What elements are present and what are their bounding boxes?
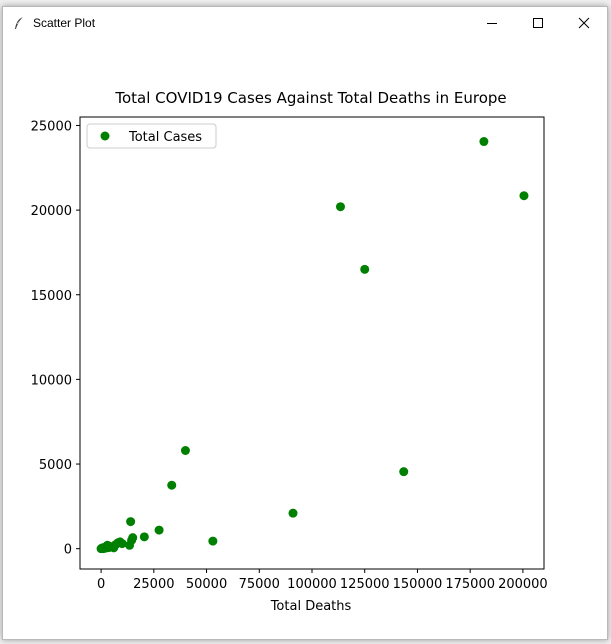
x-tick-label: 175000 [445,577,495,592]
chart-title: Total COVID19 Cases Against Total Deaths… [114,89,506,107]
close-button[interactable] [561,7,607,38]
data-point [360,264,370,274]
scatter-chart: Total COVID19 Cases Against Total Deaths… [31,89,548,614]
x-tick-label: 100000 [287,577,337,592]
y-tick-label: 25000 [31,119,72,134]
y-tick-label: 20000 [31,204,72,219]
x-tick-label: 0 [97,577,105,592]
data-point [139,532,149,542]
legend: Total Cases [86,123,217,149]
x-tick-label: 50000 [186,577,227,592]
x-axis: 0 25000 50000 75000 100000 125000 150000 175000… [97,569,548,592]
data-point [180,445,190,455]
legend-label: Total Cases [128,130,202,145]
data-point [154,525,164,535]
legend-marker [100,131,110,141]
y-tick-label: 0 [64,543,72,558]
data-point [126,517,136,527]
plot-window: Scatter Plot Total COVID19 Cases Against… [2,6,608,640]
legend-box [86,123,217,149]
window-title: Scatter Plot [33,16,96,30]
maximize-button[interactable] [515,7,561,38]
x-tick-label: 125000 [340,577,390,592]
data-points [96,137,529,554]
plot-frame [79,116,545,570]
x-axis-label: Total Deaths [270,599,352,614]
x-tick-label: 25000 [133,577,174,592]
x-tick-label: 75000 [239,577,280,592]
maximize-icon [533,17,543,28]
data-point [288,508,298,518]
feather-icon [15,16,24,29]
data-point [519,191,529,201]
x-tick-label: 200000 [498,577,548,592]
chart-canvas: Total COVID19 Cases Against Total Deaths… [3,38,607,639]
minimize-button[interactable] [469,7,515,38]
y-axis: 0 5000 10000 15000 20000 25000 [31,119,80,558]
data-point [128,533,138,543]
data-point [335,202,345,212]
data-point [208,536,218,546]
data-point [399,467,409,477]
close-icon [578,17,590,28]
y-tick-label: 15000 [31,289,72,304]
y-tick-label: 5000 [39,458,72,473]
minimize-icon [487,22,497,24]
data-point [117,539,127,549]
x-tick-label: 150000 [393,577,443,592]
data-point [167,480,177,490]
data-point [479,137,489,147]
y-tick-label: 10000 [31,373,72,388]
title-bar[interactable]: Scatter Plot [3,7,607,38]
